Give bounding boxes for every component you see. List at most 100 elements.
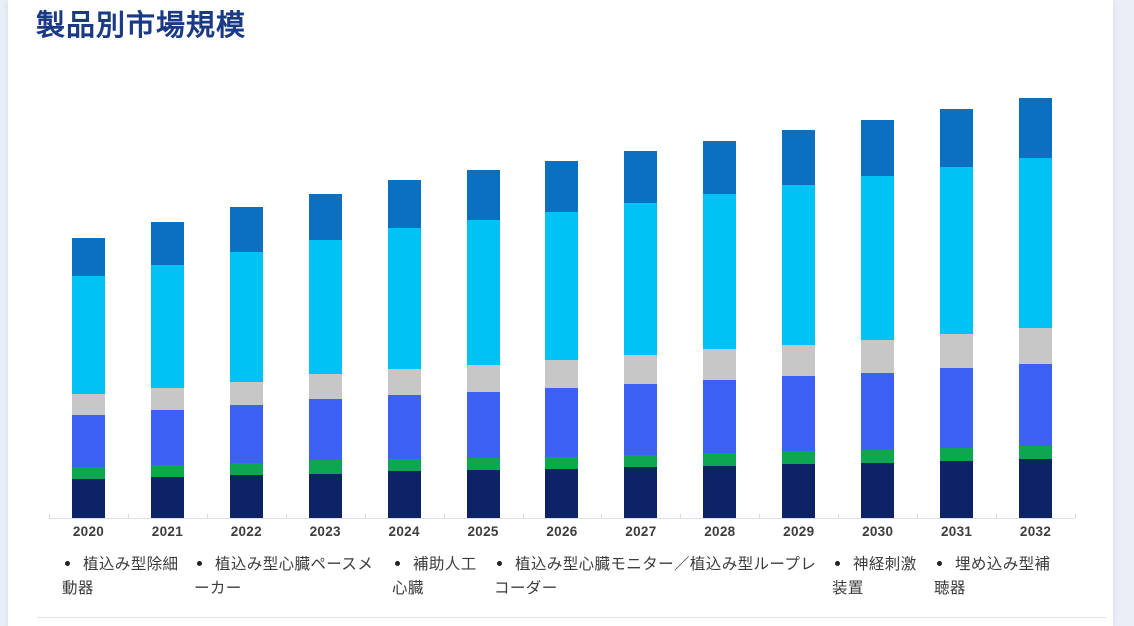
stacked-bar-2029[interactable] [782, 130, 816, 518]
bar-segment-series-1[interactable] [861, 450, 895, 463]
bar-segment-series-4[interactable] [387, 228, 421, 369]
bar-segment-series-2[interactable] [466, 392, 500, 458]
axis-tick [49, 514, 50, 518]
bar-segment-series-2[interactable] [624, 384, 658, 455]
bar-segment-series-2[interactable] [861, 373, 895, 450]
bar-segment-series-2[interactable] [703, 380, 737, 453]
bar-segment-series-1[interactable] [71, 467, 105, 479]
stacked-bar-2023[interactable] [308, 194, 342, 518]
bar-segment-series-2[interactable] [71, 415, 105, 467]
bar-segment-series-0[interactable] [150, 477, 184, 518]
bar-segment-series-4[interactable] [940, 167, 974, 334]
x-axis-label: 2026 [546, 524, 578, 539]
bar-segment-series-1[interactable] [150, 465, 184, 477]
bar-segment-series-2[interactable] [229, 405, 263, 463]
stacked-bar-2028[interactable] [703, 141, 737, 518]
bar-segment-series-2[interactable] [1019, 364, 1053, 446]
bar-segment-series-4[interactable] [308, 240, 342, 374]
bar-segment-series-2[interactable] [940, 368, 974, 448]
bar-segment-series-1[interactable] [782, 451, 816, 464]
bar-segment-series-0[interactable] [940, 461, 974, 518]
bar-segment-series-0[interactable] [466, 470, 500, 518]
bar-segment-series-0[interactable] [387, 471, 421, 518]
bar-segment-series-3[interactable] [940, 334, 974, 368]
bar-segment-series-3[interactable] [545, 360, 579, 388]
bar-segment-series-3[interactable] [387, 369, 421, 395]
bar-segment-series-5[interactable] [1019, 98, 1053, 158]
bar-segment-series-4[interactable] [861, 176, 895, 340]
bar-segment-series-4[interactable] [545, 212, 579, 360]
bar-segment-series-1[interactable] [940, 448, 974, 461]
bar-segment-series-3[interactable] [782, 345, 816, 376]
stacked-bar-2027[interactable] [624, 151, 658, 518]
stacked-bar-2025[interactable] [466, 170, 500, 518]
bar-segment-series-1[interactable] [545, 457, 579, 469]
bar-segment-series-5[interactable] [782, 130, 816, 185]
stacked-bar-2022[interactable] [229, 207, 263, 518]
stacked-bar-2030[interactable] [861, 120, 895, 518]
bar-segment-series-4[interactable] [229, 252, 263, 382]
bar-segment-series-4[interactable] [150, 265, 184, 388]
bar-segment-series-5[interactable] [150, 222, 184, 265]
bar-segment-series-1[interactable] [624, 455, 658, 467]
stacked-bar-2024[interactable] [387, 180, 421, 518]
bar-segment-series-4[interactable] [1019, 158, 1053, 328]
bar-segment-series-3[interactable] [703, 349, 737, 380]
stacked-bar-2021[interactable] [150, 222, 184, 518]
bar-segment-series-3[interactable] [1019, 328, 1053, 364]
legend-item-2: 補助人工心臓 [392, 553, 486, 601]
bar-segment-series-0[interactable] [308, 474, 342, 518]
bar-segment-series-3[interactable] [861, 340, 895, 373]
bar-segment-series-0[interactable] [1019, 459, 1053, 518]
stacked-bar-2026[interactable] [545, 161, 579, 518]
bar-segment-series-5[interactable] [308, 194, 342, 240]
bar-segment-series-4[interactable] [466, 220, 500, 365]
bar-segment-series-0[interactable] [624, 467, 658, 518]
stacked-bar-2020[interactable] [71, 238, 105, 518]
bar-segment-series-3[interactable] [624, 355, 658, 384]
bar-slot [523, 88, 602, 518]
bar-segment-series-2[interactable] [782, 376, 816, 451]
stacked-bar-2032[interactable] [1019, 98, 1053, 518]
bar-segment-series-0[interactable] [861, 463, 895, 518]
bar-segment-series-5[interactable] [71, 238, 105, 276]
bar-segment-series-0[interactable] [545, 469, 579, 518]
bar-slot [286, 88, 365, 518]
bar-segment-series-0[interactable] [782, 464, 816, 518]
bar-segment-series-5[interactable] [940, 109, 974, 167]
bar-segment-series-4[interactable] [782, 185, 816, 345]
bar-segment-series-1[interactable] [229, 463, 263, 475]
bar-segment-series-1[interactable] [466, 458, 500, 470]
bar-segment-series-5[interactable] [466, 170, 500, 220]
bar-segment-series-0[interactable] [703, 466, 737, 518]
bar-segment-series-4[interactable] [624, 203, 658, 355]
bar-segment-series-3[interactable] [308, 374, 342, 399]
chart-legend: 植込み型除細動器 植込み型心臓ペースメーカー 補助人工心臓 植込み型心臓モニター／植込… [62, 553, 1058, 601]
bar-segment-series-2[interactable] [308, 399, 342, 460]
bar-slot [444, 88, 523, 518]
bar-segment-series-1[interactable] [387, 459, 421, 471]
bar-segment-series-5[interactable] [624, 151, 658, 203]
bar-segment-series-1[interactable] [703, 453, 737, 466]
bar-segment-series-3[interactable] [466, 365, 500, 392]
bar-segment-series-0[interactable] [229, 475, 263, 518]
bar-segment-series-1[interactable] [308, 460, 342, 474]
bar-segment-series-0[interactable] [71, 479, 105, 518]
bar-segment-series-5[interactable] [545, 161, 579, 212]
bar-segment-series-2[interactable] [150, 410, 184, 465]
stacked-bar-2031[interactable] [940, 109, 974, 518]
bar-segment-series-3[interactable] [229, 382, 263, 405]
bar-segment-series-5[interactable] [387, 180, 421, 228]
bar-segment-series-2[interactable] [387, 395, 421, 459]
bar-segment-series-4[interactable] [71, 276, 105, 394]
x-axis-label: 2021 [151, 524, 183, 539]
axis-tick [759, 514, 760, 518]
bar-segment-series-3[interactable] [71, 394, 105, 415]
bar-segment-series-5[interactable] [861, 120, 895, 176]
bar-segment-series-1[interactable] [1019, 446, 1053, 459]
bar-segment-series-5[interactable] [703, 141, 737, 194]
bar-segment-series-5[interactable] [229, 207, 263, 252]
bar-segment-series-2[interactable] [545, 388, 579, 457]
bar-segment-series-3[interactable] [150, 388, 184, 410]
bar-segment-series-4[interactable] [703, 194, 737, 349]
